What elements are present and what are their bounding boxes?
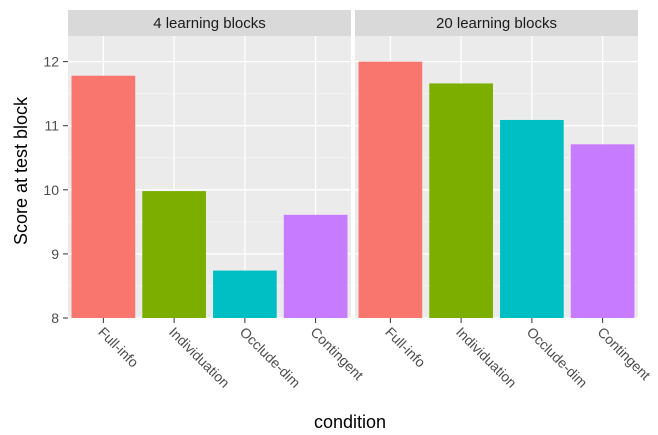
bar-full-info bbox=[358, 61, 423, 319]
bar-occlude-dim bbox=[213, 270, 277, 318]
x-tick-label: Occlude-dim bbox=[524, 324, 591, 391]
x-tick-label: Occlude-dim bbox=[237, 324, 304, 391]
y-tick-label: 12 bbox=[43, 54, 59, 70]
x-tick-label: Full-info bbox=[95, 324, 142, 371]
y-tick-label: 8 bbox=[51, 310, 59, 326]
bar-contingent bbox=[283, 214, 348, 318]
bar-individuation bbox=[429, 83, 493, 318]
x-tick-label: Individuation bbox=[166, 324, 233, 391]
x-tick-label: Full-info bbox=[382, 324, 429, 371]
x-tick-label: Contingent bbox=[308, 324, 367, 383]
y-tick-label: 11 bbox=[44, 118, 59, 134]
facet-strip-label: 20 learning blocks bbox=[436, 15, 557, 32]
y-axis: 8 9 10 11 12 bbox=[43, 54, 68, 326]
facet-strip bbox=[68, 10, 351, 36]
x-tick-label: Contingent bbox=[595, 324, 654, 383]
bar-individuation bbox=[142, 191, 206, 318]
y-tick-label: 10 bbox=[43, 182, 59, 198]
x-tick-label: Individuation bbox=[453, 324, 520, 391]
x-axis-title: condition bbox=[314, 412, 386, 432]
bar-full-info bbox=[71, 75, 136, 319]
y-axis-title: Score at test block bbox=[11, 96, 31, 245]
facet-strip-label: 4 learning blocks bbox=[153, 15, 266, 32]
facet-strip bbox=[355, 10, 638, 36]
facet-panel: 4 learning blocks Full-info Individuation O… bbox=[68, 10, 367, 391]
facet-panel: 20 learning blocks Full-info Individuation… bbox=[355, 10, 654, 391]
bar-contingent bbox=[570, 144, 635, 318]
bar-occlude-dim bbox=[500, 119, 564, 318]
y-tick-label: 9 bbox=[51, 246, 59, 262]
